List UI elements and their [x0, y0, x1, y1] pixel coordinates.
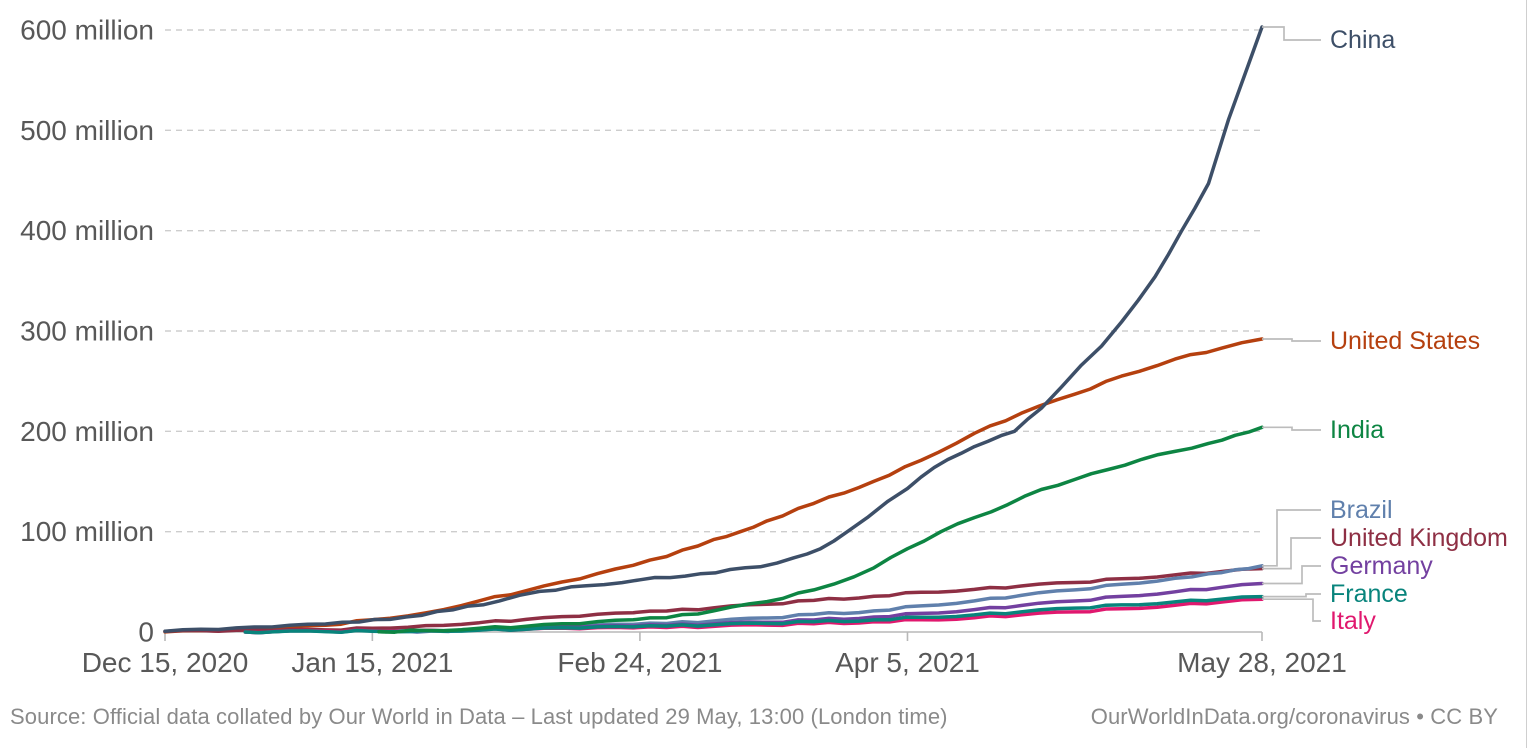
label-connector-france: [1262, 593, 1321, 598]
y-tick-label-500: 500 million: [20, 115, 154, 146]
y-tick-label-200: 200 million: [20, 416, 154, 447]
x-tick-label-apr-5,-2021: Apr 5, 2021: [835, 647, 980, 678]
series-label-india[interactable]: India: [1330, 416, 1384, 444]
series-label-italy[interactable]: Italy: [1330, 607, 1376, 635]
series-line-china[interactable]: [163, 25, 1264, 633]
label-connector-india: [1262, 426, 1321, 431]
label-connector-brazil: [1262, 509, 1321, 567]
y-tick-label-100: 100 million: [20, 516, 154, 547]
series-label-united-kingdom[interactable]: United Kingdom: [1330, 524, 1508, 552]
label-connector-united-kingdom: [1262, 537, 1321, 570]
x-tick-label-jan-15,-2021: Jan 15, 2021: [291, 647, 453, 678]
x-tick-label-dec-15,-2020: Dec 15, 2020: [82, 647, 249, 678]
series-label-france[interactable]: France: [1330, 580, 1408, 608]
source-note: Source: Official data collated by Our Wo…: [10, 704, 948, 729]
chart-footer: Source: Official data collated by Our Wo…: [10, 704, 1498, 730]
y-tick-label-300: 300 million: [20, 316, 154, 347]
series-label-china[interactable]: China: [1330, 26, 1395, 54]
page-right-border: [1526, 0, 1527, 748]
label-connector-italy: [1262, 598, 1321, 622]
series-line-india[interactable]: [377, 425, 1264, 634]
label-connector-china: [1262, 26, 1321, 41]
label-connector-united-states: [1262, 338, 1321, 342]
series-line-united-kingdom[interactable]: [163, 566, 1264, 634]
credit-link[interactable]: OurWorldInData.org/coronavirus • CC BY: [1090, 704, 1498, 729]
x-tick-label-may-28,-2021: May 28, 2021: [1177, 647, 1347, 678]
label-connector-germany: [1262, 565, 1321, 585]
x-tick-label-feb-24,-2021: Feb 24, 2021: [557, 647, 722, 678]
y-tick-label-400: 400 million: [20, 215, 154, 246]
series-label-germany[interactable]: Germany: [1330, 552, 1433, 580]
series-label-brazil[interactable]: Brazil: [1330, 496, 1393, 524]
series-label-united-states[interactable]: United States: [1330, 327, 1480, 355]
y-tick-label-600: 600 million: [20, 15, 154, 46]
y-tick-label-0: 0: [138, 617, 154, 648]
